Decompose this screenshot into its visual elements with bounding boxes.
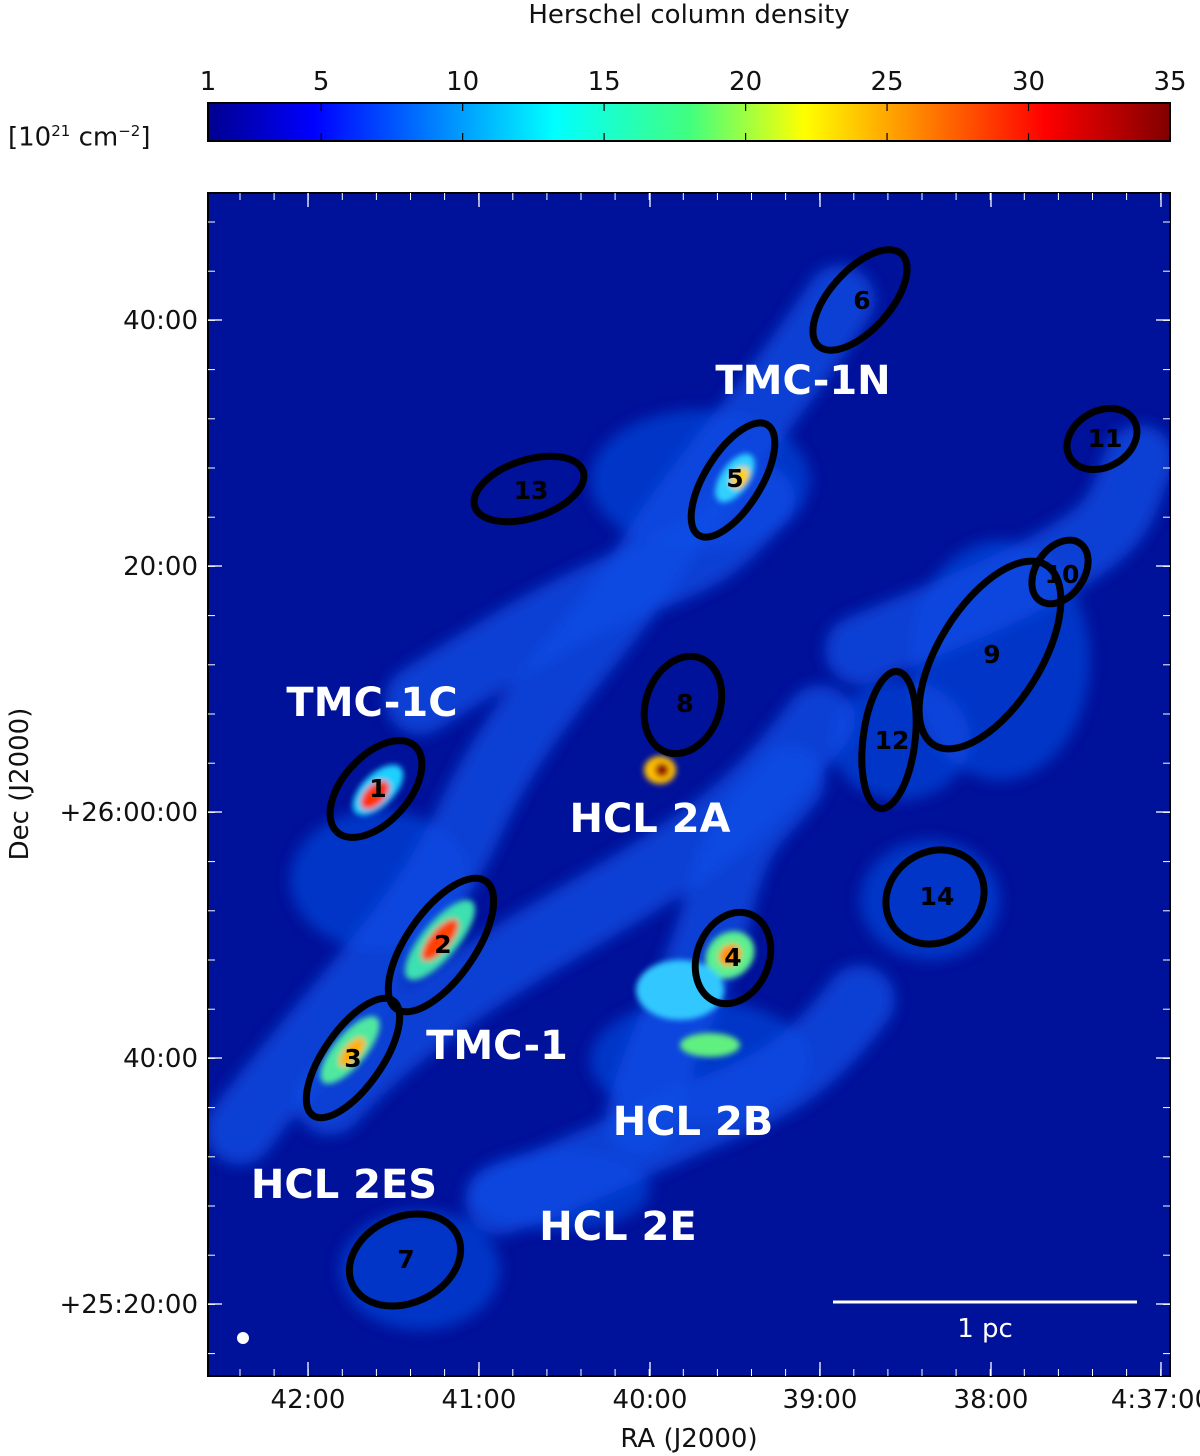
core-label: 8 bbox=[676, 689, 693, 718]
core-ellipse bbox=[882, 846, 988, 948]
core-label: 12 bbox=[875, 726, 910, 755]
core-label: 4 bbox=[724, 943, 741, 972]
emission-peak bbox=[680, 1033, 740, 1057]
core-label: 7 bbox=[397, 1245, 414, 1274]
emission-peak bbox=[636, 960, 724, 1020]
region-label: HCL 2A bbox=[569, 796, 730, 842]
core-ellipse bbox=[1063, 404, 1141, 473]
core-ellipse bbox=[1028, 536, 1092, 608]
core-ellipse bbox=[345, 1210, 465, 1310]
x-tick-label: 39:00 bbox=[783, 1385, 858, 1415]
emission-diffuse bbox=[208, 265, 1170, 1330]
core-label: 3 bbox=[344, 1044, 361, 1073]
colorbar-title: Herschel column density bbox=[528, 0, 850, 30]
emission-peak bbox=[338, 1037, 366, 1067]
y-tick-label: 40:00 bbox=[123, 1044, 198, 1074]
unit-cm-exp: −2 bbox=[118, 122, 141, 140]
colorbar-tick-label: 10 bbox=[446, 67, 479, 97]
unit-exp: 21 bbox=[51, 122, 71, 140]
x-tick-label: 42:00 bbox=[271, 1385, 346, 1415]
core-ellipse bbox=[302, 994, 404, 1122]
colorbar-tick-label: 30 bbox=[1012, 67, 1045, 97]
core-ellipse bbox=[687, 419, 779, 541]
emission-blob bbox=[340, 1210, 500, 1330]
core-label: 5 bbox=[726, 464, 743, 493]
x-tick-label: 4:37:00 bbox=[1111, 1385, 1200, 1415]
core-ellipse bbox=[809, 246, 911, 354]
x-tick-label: 41:00 bbox=[442, 1385, 517, 1415]
map-emission bbox=[208, 265, 1170, 1330]
emission-peak bbox=[655, 763, 669, 777]
core-ellipse bbox=[640, 652, 726, 758]
scale-bar-label: 1 pc bbox=[957, 1314, 1013, 1344]
axes-frame bbox=[207, 192, 1171, 1377]
y-axis-label: Dec (J2000) bbox=[5, 708, 35, 861]
x-axis-label: RA (J2000) bbox=[620, 1424, 757, 1454]
emission-peak bbox=[360, 780, 390, 810]
colorbar-tick-label: 15 bbox=[588, 67, 621, 97]
emission-peak bbox=[730, 467, 750, 489]
region-label: HCL 2B bbox=[613, 1099, 774, 1145]
core-label: 2 bbox=[434, 930, 451, 959]
colorbar-tick-label: 20 bbox=[729, 67, 762, 97]
emission-peak bbox=[718, 944, 742, 966]
core-label: 11 bbox=[1088, 424, 1123, 453]
beam-marker bbox=[237, 1332, 249, 1344]
y-tick-label: +25:20:00 bbox=[59, 1290, 198, 1320]
colorbar-tick-label: 1 bbox=[200, 67, 217, 97]
core-ellipse bbox=[691, 908, 775, 1008]
core-label: 6 bbox=[853, 286, 870, 315]
region-label: HCL 2E bbox=[539, 1204, 696, 1250]
colorbar bbox=[207, 102, 1171, 142]
core-ellipse bbox=[470, 452, 588, 526]
region-label: HCL 2ES bbox=[251, 1162, 437, 1208]
colorbar-tick-label: 35 bbox=[1153, 67, 1186, 97]
core-label: 9 bbox=[983, 640, 1000, 669]
unit-cm: cm bbox=[70, 122, 119, 153]
core-label: 1 bbox=[369, 774, 386, 803]
unit-close: ] bbox=[140, 122, 151, 153]
x-tick-label: 40:00 bbox=[613, 1385, 688, 1415]
emission-peak bbox=[421, 919, 459, 961]
colorbar-unit: [1021 cm−2] bbox=[8, 122, 151, 153]
emission-blob bbox=[470, 1150, 650, 1230]
region-label: TMC-1C bbox=[286, 680, 457, 726]
emission-blob bbox=[590, 1000, 810, 1120]
core-ellipse bbox=[326, 737, 426, 841]
y-tick-label: +26:00:00 bbox=[59, 798, 198, 828]
colorbar-tick-label: 5 bbox=[313, 67, 330, 97]
x-tick-label: 38:00 bbox=[954, 1385, 1029, 1415]
region-label: TMC-1 bbox=[426, 1023, 568, 1069]
core-label: 14 bbox=[920, 882, 955, 911]
y-tick-label: 20:00 bbox=[123, 552, 198, 582]
unit-prefix: [10 bbox=[8, 122, 52, 153]
core-ellipse bbox=[915, 557, 1065, 753]
y-tick-label: 40:00 bbox=[123, 306, 198, 336]
core-label: 13 bbox=[514, 476, 549, 505]
core-label: 10 bbox=[1045, 560, 1080, 589]
emission-cores bbox=[320, 453, 755, 1084]
region-label: TMC-1N bbox=[715, 358, 890, 404]
colorbar-tick-label: 25 bbox=[871, 67, 904, 97]
core-ellipse bbox=[858, 667, 920, 813]
